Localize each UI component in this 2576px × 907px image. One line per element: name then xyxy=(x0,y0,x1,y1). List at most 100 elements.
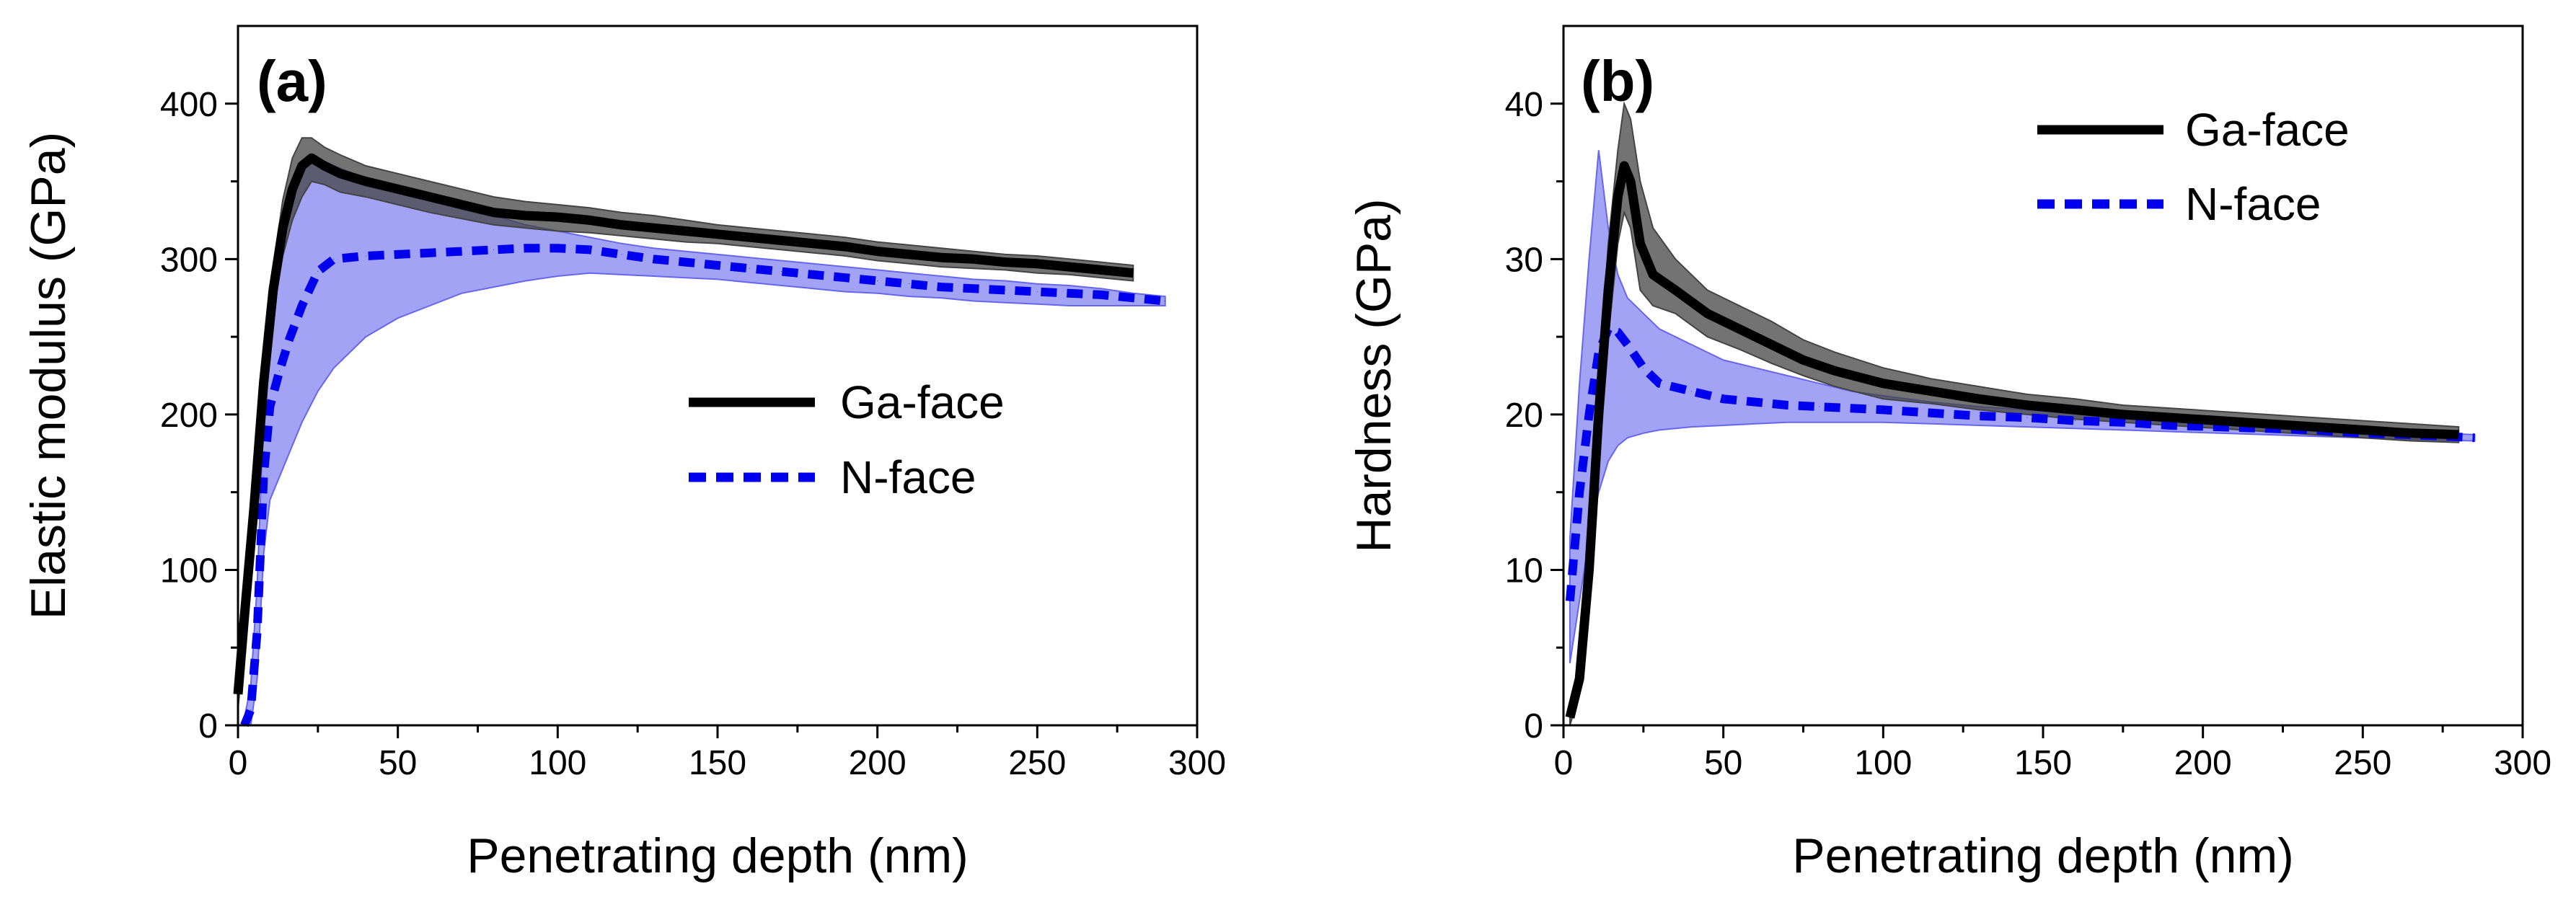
point-n-face xyxy=(1978,415,1980,417)
y-tick-label: 40 xyxy=(1505,86,1543,124)
chart-panel-b: 0 50 100 150 200 250 300 0 10 20 30 40 Penetrating d… xyxy=(1346,25,2551,883)
point-ga-face xyxy=(1607,289,1609,291)
point-n-face xyxy=(1627,344,1628,345)
y-tick-label: 300 xyxy=(160,241,218,279)
band-ga-face xyxy=(1569,100,2460,726)
point-ga-face xyxy=(301,165,303,167)
point-ga-face xyxy=(909,254,910,255)
point-n-face xyxy=(397,254,399,255)
point-ga-face xyxy=(291,188,293,190)
line-n-face xyxy=(240,244,1166,727)
point-n-face xyxy=(1036,291,1038,293)
point-ga-face xyxy=(653,227,654,229)
x-tick-label: 50 xyxy=(379,744,417,782)
x-tick-label: 200 xyxy=(849,744,907,782)
point-ga-face xyxy=(1882,383,1884,384)
y-tick-label: 100 xyxy=(160,552,218,590)
x-axis-title: Penetrating depth (nm) xyxy=(467,828,969,883)
point-n-face xyxy=(909,283,910,285)
point-n-face xyxy=(1659,383,1660,384)
point-ga-face xyxy=(2122,414,2124,415)
x-tick-label: 50 xyxy=(1704,744,1742,782)
chart-panel-a: 0 50 100 150 200 250 300 0 100 200 300 400 Penetrati… xyxy=(21,25,1226,883)
point-ga-face xyxy=(749,236,750,238)
x-tick-label: 100 xyxy=(529,744,586,782)
point-ga-face xyxy=(589,219,591,221)
point-n-face xyxy=(749,267,750,269)
point-ga-face xyxy=(2218,420,2220,421)
point-ga-face xyxy=(781,240,782,241)
x-tick-label: 0 xyxy=(1554,744,1574,782)
y-axis-title: Elastic modulus (GPa) xyxy=(21,132,76,619)
point-n-face xyxy=(940,286,942,288)
x-tick-label: 0 xyxy=(229,744,248,782)
point-ga-face xyxy=(1579,678,1580,679)
panel-label: (a) xyxy=(257,49,327,113)
point-n-face xyxy=(653,258,654,260)
y-axis-title: Hardness (GPa) xyxy=(1346,198,1401,552)
point-n-face xyxy=(557,247,558,249)
point-n-face xyxy=(1851,407,1852,409)
point-ga-face xyxy=(493,212,495,213)
x-tick-label: 150 xyxy=(689,744,746,782)
y-tick-label: 400 xyxy=(160,86,218,124)
point-n-face xyxy=(429,252,431,254)
x-tick-label: 300 xyxy=(1168,744,1226,782)
point-ga-face xyxy=(1036,263,1038,265)
point-ga-face xyxy=(1598,414,1600,415)
point-ga-face xyxy=(877,251,878,252)
point-n-face xyxy=(1786,404,1788,406)
x-tick-label: 200 xyxy=(2174,744,2232,782)
point-ga-face xyxy=(1675,289,1676,291)
point-n-face xyxy=(877,280,878,281)
legend-label-n-face: N-face xyxy=(2185,178,2321,230)
y-tick-label: 200 xyxy=(160,397,218,435)
x-tick-label: 100 xyxy=(1854,744,1912,782)
panel-label: (b) xyxy=(1581,49,1654,113)
point-n-face xyxy=(973,288,974,289)
point-n-face xyxy=(2026,417,2028,418)
point-ga-face xyxy=(2314,426,2316,428)
point-ga-face xyxy=(557,216,558,218)
point-ga-face xyxy=(940,257,942,258)
point-n-face xyxy=(2218,426,2220,428)
point-ga-face xyxy=(1639,243,1641,244)
legend-label-ga-face: Ga-face xyxy=(2185,104,2350,156)
x-tick-label: 150 xyxy=(2014,744,2072,782)
point-n-face xyxy=(493,249,495,250)
point-ga-face xyxy=(813,243,814,244)
y-tick-label: 0 xyxy=(198,707,218,745)
point-ga-face xyxy=(1707,313,1708,314)
point-ga-face xyxy=(1652,274,1654,275)
x-tick-label: 300 xyxy=(2494,744,2551,782)
line-ga-face xyxy=(1565,161,2459,719)
point-ga-face xyxy=(1569,717,1571,718)
point-ga-face xyxy=(324,165,325,167)
legend-label-n-face: N-face xyxy=(840,451,976,503)
y-tick-label: 30 xyxy=(1505,241,1543,279)
point-ga-face xyxy=(429,196,431,198)
point-n-face xyxy=(1100,294,1102,296)
point-ga-face xyxy=(263,383,264,384)
point-ga-face xyxy=(1770,344,1772,345)
point-n-face xyxy=(250,709,252,710)
legend: Ga-face N-face xyxy=(689,376,1005,503)
point-n-face xyxy=(317,271,319,273)
point-n-face xyxy=(813,274,814,275)
point-ga-face xyxy=(397,188,399,190)
line-ga-face xyxy=(233,153,1134,695)
line-n-face xyxy=(1565,324,2475,602)
point-n-face xyxy=(1005,289,1006,291)
y-tick-label: 0 xyxy=(1524,707,1543,745)
band-n-face xyxy=(1569,150,2476,663)
band-ga-face xyxy=(237,137,1134,710)
y-tick-label: 20 xyxy=(1505,397,1543,435)
plot-frame xyxy=(237,25,1199,727)
legend: Ga-face N-face xyxy=(2037,104,2350,230)
point-n-face xyxy=(333,258,335,260)
point-ga-face xyxy=(2026,404,2028,406)
x-tick-label: 250 xyxy=(1008,744,1066,782)
point-ga-face xyxy=(973,258,974,260)
legend-label-ga-face: Ga-face xyxy=(840,376,1005,428)
